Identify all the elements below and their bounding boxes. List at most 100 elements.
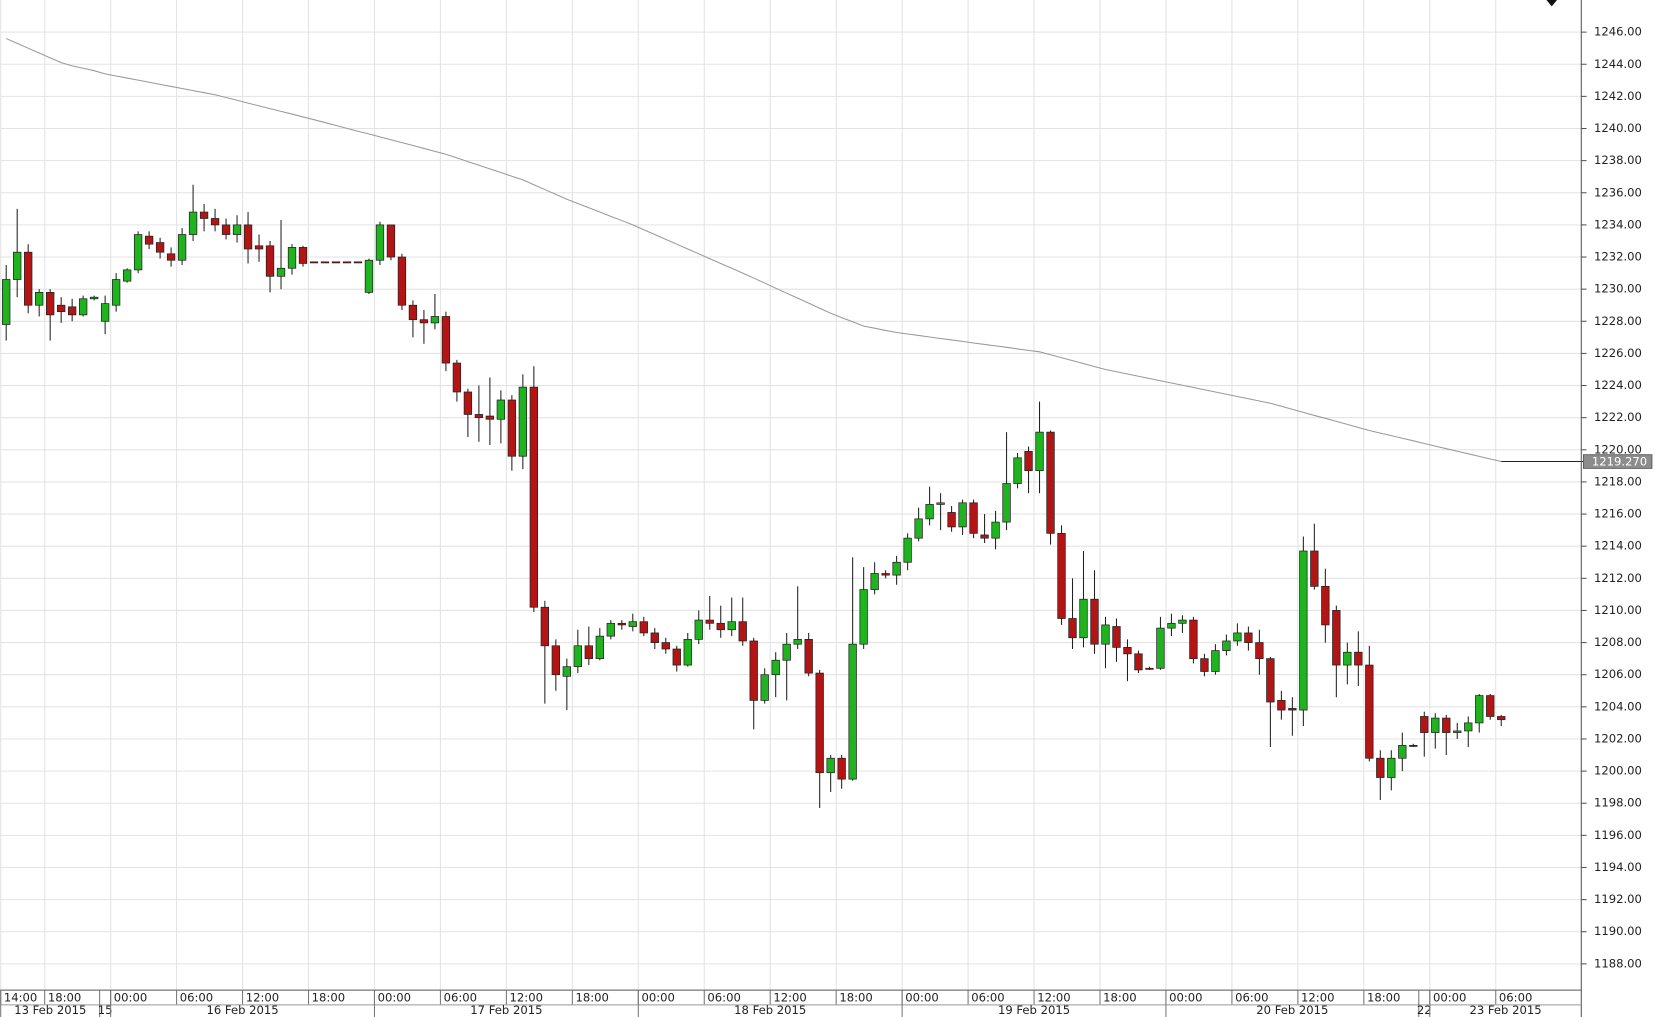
candle-body [727, 621, 736, 631]
candle-body [562, 666, 572, 677]
x-tick-label: 00:00 [114, 991, 147, 1005]
candle-body [13, 251, 22, 280]
candle-body [760, 674, 769, 701]
y-tick-label: 1188.00 [1594, 956, 1642, 970]
candle-body [958, 502, 967, 528]
candle-body [375, 224, 385, 261]
x-tick-label: 06:00 [444, 991, 477, 1005]
candle-body [1211, 650, 1220, 672]
x-tick-label: 18:00 [1103, 991, 1136, 1005]
candle-body [848, 643, 857, 780]
candle-body [518, 386, 528, 457]
date-label: 19 Feb 2015 [998, 1003, 1070, 1017]
candle-body [386, 224, 396, 258]
x-tick-label: 12:00 [510, 991, 543, 1005]
candle-body [441, 316, 451, 364]
date-label: 20 Feb 2015 [1256, 1003, 1328, 1017]
candle-body [1475, 695, 1484, 724]
candle-body [1233, 632, 1242, 642]
candle-body [1222, 640, 1231, 651]
candle-body [1244, 632, 1253, 643]
x-tick-label: 06:00 [707, 991, 740, 1005]
candle-body [89, 296, 99, 300]
candle-body [177, 234, 187, 261]
current-value-label: 1219.270 [1592, 455, 1647, 469]
candle-body [452, 362, 462, 393]
candle-body [320, 261, 330, 264]
candle-body [133, 234, 143, 271]
candle-body [859, 589, 868, 645]
candle-body [298, 247, 308, 264]
candle-body [1266, 658, 1275, 703]
candle-body [364, 259, 374, 293]
candle-body [1332, 610, 1341, 666]
date-label: 16 Feb 2015 [206, 1003, 278, 1017]
candle-body [661, 642, 670, 650]
y-tick-label: 1212.00 [1594, 571, 1642, 585]
current-value-box [1582, 454, 1653, 469]
candle-body [56, 304, 66, 313]
y-tick-label: 1220.00 [1594, 442, 1642, 456]
candle-body [254, 245, 264, 250]
candle-body [397, 256, 407, 306]
candle-body [584, 645, 593, 660]
x-tick-label: 12:00 [773, 991, 806, 1005]
candle-body [551, 645, 561, 676]
candle-body [771, 659, 780, 676]
candle-body [2, 279, 11, 325]
candle-body [529, 386, 539, 608]
candle-body [210, 218, 220, 226]
candle-body [1442, 717, 1451, 733]
y-tick-label: 1230.00 [1594, 282, 1642, 296]
candle-body [122, 269, 132, 282]
candle-body [947, 512, 956, 528]
candle-body [1112, 626, 1121, 648]
candle-body [1145, 667, 1154, 670]
candle-body [617, 622, 626, 626]
x-tick-label: 06:00 [180, 991, 213, 1005]
candle-body [67, 306, 77, 316]
x-tick-label: 14:00 [4, 991, 37, 1005]
date-label: 22 [1417, 1003, 1432, 1017]
candle-body [1178, 619, 1187, 624]
candle-body [1200, 658, 1209, 672]
candle-body [1134, 653, 1143, 671]
candle-body [1376, 757, 1385, 778]
x-tick-label: 12:00 [1037, 991, 1070, 1005]
candle-body [1079, 598, 1088, 639]
x-tick-label: 00:00 [1433, 991, 1466, 1005]
candle-body [1156, 627, 1165, 669]
y-tick-label: 1192.00 [1594, 892, 1642, 906]
candle-body [1464, 722, 1473, 732]
candle-body [881, 573, 890, 576]
candle-body [78, 298, 88, 316]
x-tick-label: 18:00 [312, 991, 345, 1005]
y-tick-label: 1208.00 [1594, 635, 1642, 649]
candle-body [925, 504, 934, 520]
candle-body [46, 292, 55, 316]
candle-body [1090, 598, 1099, 645]
candle-body [1123, 647, 1132, 655]
candle-body [1398, 745, 1407, 759]
x-tick-label: 00:00 [378, 991, 411, 1005]
candle-body [1046, 431, 1055, 534]
candle-body [1024, 451, 1033, 472]
candle-body [1013, 457, 1022, 484]
y-tick-label: 1222.00 [1594, 410, 1642, 424]
candle-body [595, 635, 604, 660]
x-tick-label: 00:00 [641, 991, 674, 1005]
candle-body [1354, 651, 1363, 666]
x-tick-label: 06:00 [1499, 991, 1532, 1005]
x-tick-label: 06:00 [971, 991, 1004, 1005]
x-tick-label: 06:00 [1235, 991, 1268, 1005]
y-tick-label: 1216.00 [1594, 507, 1642, 521]
y-tick-label: 1236.00 [1594, 185, 1642, 199]
candle-body [287, 247, 297, 269]
candle-body [606, 622, 615, 637]
y-tick-label: 1226.00 [1594, 346, 1642, 360]
candle-body [1299, 550, 1308, 711]
y-tick-label: 1228.00 [1594, 314, 1642, 328]
x-tick-label: 12:00 [246, 991, 279, 1005]
date-label: 13 Feb 2015 [14, 1003, 86, 1017]
